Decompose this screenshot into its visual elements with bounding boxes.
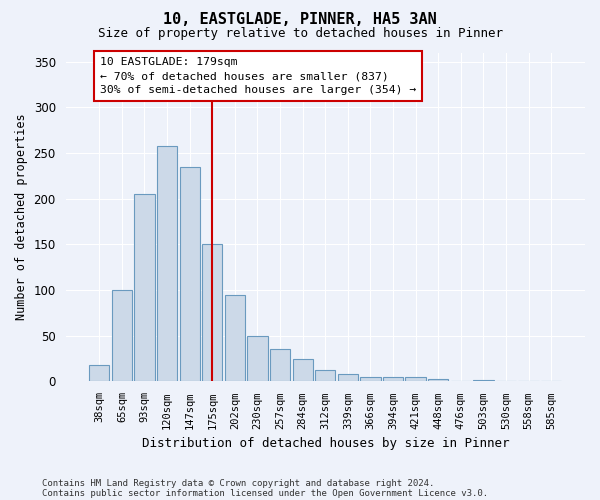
Bar [541, 380, 562, 382]
Bar [360, 377, 380, 382]
Text: 10 EASTGLADE: 179sqm
← 70% of detached houses are smaller (837)
30% of semi-deta: 10 EASTGLADE: 179sqm ← 70% of detached h… [100, 57, 416, 95]
Bar [247, 336, 268, 382]
Bar [293, 358, 313, 382]
Bar [89, 365, 109, 382]
Bar [428, 378, 448, 382]
Bar [496, 380, 516, 382]
Bar [179, 166, 200, 382]
Text: 10, EASTGLADE, PINNER, HA5 3AN: 10, EASTGLADE, PINNER, HA5 3AN [163, 12, 437, 28]
Bar [112, 290, 132, 382]
Bar [383, 377, 403, 382]
Bar [225, 294, 245, 382]
Bar [270, 350, 290, 382]
Y-axis label: Number of detached properties: Number of detached properties [15, 114, 28, 320]
Text: Size of property relative to detached houses in Pinner: Size of property relative to detached ho… [97, 28, 503, 40]
Bar [406, 377, 426, 382]
X-axis label: Distribution of detached houses by size in Pinner: Distribution of detached houses by size … [142, 437, 509, 450]
Text: Contains public sector information licensed under the Open Government Licence v3: Contains public sector information licen… [42, 488, 488, 498]
Bar [338, 374, 358, 382]
Bar [202, 244, 223, 382]
Bar [315, 370, 335, 382]
Bar [473, 380, 494, 382]
Bar [157, 146, 177, 382]
Text: Contains HM Land Registry data © Crown copyright and database right 2024.: Contains HM Land Registry data © Crown c… [42, 478, 434, 488]
Bar [451, 380, 471, 382]
Bar [134, 194, 155, 382]
